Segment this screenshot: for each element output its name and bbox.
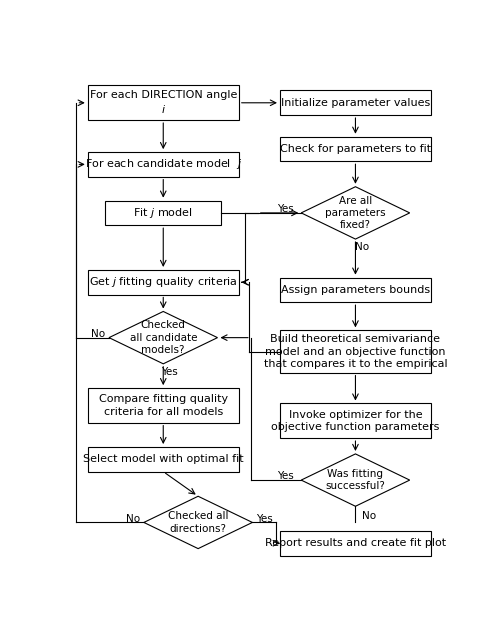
Text: Build theoretical semivariance
model and an objective function
that compares it : Build theoretical semivariance model and…	[264, 334, 448, 369]
Polygon shape	[109, 312, 218, 364]
Text: Are all
parameters
fixed?: Are all parameters fixed?	[325, 195, 386, 230]
Polygon shape	[301, 186, 410, 239]
Text: No: No	[362, 511, 376, 521]
Text: No: No	[91, 329, 105, 339]
Text: Yes: Yes	[276, 204, 293, 214]
Text: Yes: Yes	[256, 514, 273, 523]
Text: Assign parameters bounds: Assign parameters bounds	[281, 285, 430, 295]
Text: Get $j$ fitting quality criteria: Get $j$ fitting quality criteria	[89, 275, 238, 289]
Text: No: No	[354, 242, 368, 252]
Bar	[105, 200, 222, 225]
Bar	[280, 403, 431, 438]
Bar	[88, 388, 239, 423]
Text: Was fitting
successful?: Was fitting successful?	[326, 469, 386, 491]
Text: Checked
all candidate
models?: Checked all candidate models?	[130, 320, 197, 355]
Bar	[280, 277, 431, 302]
Bar	[88, 85, 239, 120]
Bar	[280, 90, 431, 115]
Text: Yes: Yes	[161, 367, 178, 377]
Text: Yes: Yes	[276, 471, 293, 481]
Text: Initialize parameter values: Initialize parameter values	[281, 98, 430, 108]
Bar	[88, 152, 239, 177]
Text: Check for parameters to fit: Check for parameters to fit	[280, 144, 431, 154]
Bar	[88, 270, 239, 295]
Polygon shape	[301, 454, 410, 506]
Polygon shape	[144, 496, 252, 549]
Text: Report results and create fit plot: Report results and create fit plot	[265, 538, 446, 548]
Text: For each candidate model  $j$: For each candidate model $j$	[84, 157, 242, 171]
Text: For each DIRECTION angle
$i$: For each DIRECTION angle $i$	[90, 90, 237, 115]
Bar	[88, 447, 239, 471]
Bar	[280, 531, 431, 556]
Text: Compare fitting quality
criteria for all models: Compare fitting quality criteria for all…	[98, 394, 228, 416]
Text: Fit $j$ model: Fit $j$ model	[134, 206, 193, 220]
Bar	[280, 331, 431, 373]
Bar	[280, 137, 431, 161]
Text: Select model with optimal fit: Select model with optimal fit	[83, 454, 243, 465]
Text: Checked all
directions?: Checked all directions?	[168, 511, 228, 533]
Text: No: No	[126, 514, 140, 523]
Text: Invoke optimizer for the
objective function parameters: Invoke optimizer for the objective funct…	[272, 410, 440, 432]
